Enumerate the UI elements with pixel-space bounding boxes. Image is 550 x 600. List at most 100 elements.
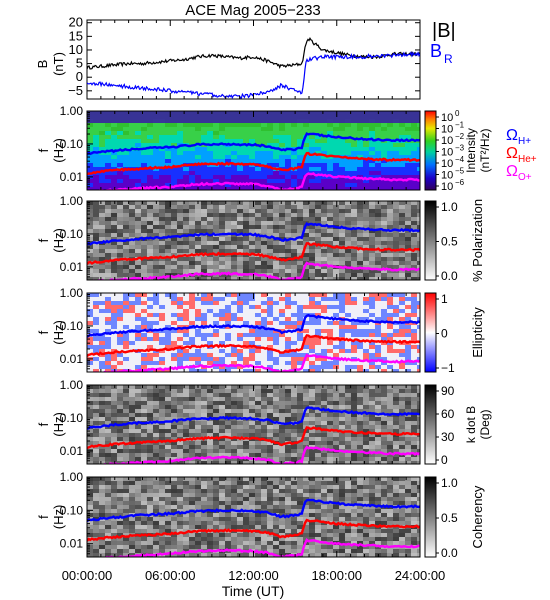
- legend-omega-sub-he: He+: [518, 154, 537, 165]
- colorbar-tick-label: 30: [441, 430, 455, 444]
- colorbar-tick-label: 0: [441, 453, 448, 467]
- gyrofrequency-line-he: [87, 334, 420, 358]
- freq-tick-label: 1.00: [60, 194, 84, 208]
- x-tick-label: 00:00:00: [62, 568, 113, 583]
- colorbar-tick-exponent: −5: [455, 167, 465, 176]
- freq-ylabel: f: [36, 422, 51, 426]
- colorbar-tick-label: 0.0: [441, 269, 458, 283]
- b-y-tick-label: 15: [69, 28, 83, 43]
- x-axis-label: Time (UT): [222, 583, 284, 599]
- colorbar-tick-exponent: −1: [455, 121, 465, 130]
- colorbar: [424, 384, 437, 465]
- freq-tick-label: 0.01: [60, 260, 84, 274]
- freq-ylabel-units: (Hz): [51, 138, 66, 163]
- freq-ylabel-units: (Hz): [51, 320, 66, 345]
- colorbar: [424, 292, 437, 373]
- gyrofrequency-line-he: [87, 242, 420, 265]
- colorbar: [424, 476, 437, 558]
- spectrogram-panel-2: 1.00 0.10 0.01 f (Hz) 1.0 0.5 0.0 % Polarization: [36, 194, 485, 283]
- freq-tick-label: 1.00: [60, 378, 84, 392]
- legend-b-total: |B|: [432, 20, 456, 42]
- freq-tick-label: 0.10: [60, 411, 84, 425]
- freq-tick-label: 0.01: [60, 170, 84, 184]
- gyrofrequency-line-h: [87, 222, 420, 246]
- colorbar-tick-label: 90: [441, 384, 455, 398]
- chart-title: ACE Mag 2005−233: [185, 2, 321, 19]
- colorbar-tick-label: 0: [441, 327, 448, 341]
- colorbar-tick-label: 0.5: [441, 511, 458, 525]
- colorbar-tick-label: 1: [441, 292, 448, 306]
- colorbar-label: Coherency: [470, 485, 485, 548]
- b-ylabel: B: [35, 60, 50, 69]
- gyrofrequency-line-he: [87, 426, 420, 450]
- legend-omega-sub-h: H+: [518, 136, 531, 147]
- colorbar-tick-label: 10: [441, 158, 453, 170]
- colorbar-tick-label: 1.0: [441, 476, 458, 490]
- colorbar-tick-exponent: −3: [455, 144, 465, 153]
- spectrogram-panel-4: 1.00 0.10 0.01 f (Hz) 90 60 30 0 k dot B (Deg): [36, 378, 492, 467]
- legend-b-r: B: [430, 41, 442, 61]
- colorbar-tick-label: 0.5: [441, 235, 458, 249]
- gyrofrequency-line-h: [87, 132, 420, 156]
- x-tick-label: 12:00:00: [228, 568, 279, 583]
- legend-omega-o: Ω: [506, 163, 518, 180]
- freq-ylabel-units: (Hz): [51, 228, 66, 253]
- b-y-tick-label: 5: [76, 56, 83, 71]
- colorbar-tick-label: 1.0: [441, 200, 458, 214]
- colorbar-tick-label: 10: [441, 181, 453, 193]
- colorbar-tick-label: 10: [441, 124, 453, 136]
- colorbar-tick-label: 10: [441, 147, 453, 159]
- colorbar-tick-label: 10: [441, 170, 453, 182]
- spectrogram-cells: [87, 385, 420, 464]
- b-y-tick-label: −5: [68, 83, 83, 98]
- colorbar-tick-label: −1: [441, 361, 455, 375]
- colorbar-label: k dot B: [464, 406, 478, 443]
- freq-tick-label: 0.01: [60, 444, 84, 458]
- colorbar-label-units: (Deg): [478, 409, 492, 439]
- freq-tick-label: 1.00: [60, 470, 84, 484]
- legend-omega-sub-o: O+: [518, 172, 532, 183]
- freq-ylabel: f: [36, 148, 51, 152]
- colorbar-tick-label: 10: [441, 112, 453, 124]
- freq-tick-label: 0.10: [60, 227, 84, 241]
- b-y-tick-label: 20: [69, 15, 83, 30]
- b-y-tick-label: 0: [76, 69, 83, 84]
- gyrofrequency-line-h: [87, 498, 420, 523]
- series-line-b-total: [87, 37, 420, 70]
- x-axis: 00:00:00 06:00:00 12:00:00 18:00:00 24:00:00: [62, 20, 445, 583]
- legend-b-r-sub: R: [444, 52, 453, 66]
- freq-ylabel-units: (Hz): [51, 412, 66, 437]
- b-ylabel-units: (nT): [51, 52, 66, 76]
- colorbar-tick-exponent: −4: [455, 155, 465, 164]
- legend-omega-he: Ω: [506, 145, 518, 162]
- colorbar: [424, 110, 437, 191]
- freq-ylabel: f: [36, 515, 51, 519]
- gyrofrequency-line-he: [87, 151, 420, 176]
- colorbar-tick-exponent: −6: [455, 178, 465, 187]
- freq-tick-label: 0.10: [60, 319, 84, 333]
- gyrofrequency-line-he: [87, 518, 420, 542]
- freq-tick-label: 0.10: [60, 137, 84, 151]
- freq-tick-label: 0.01: [60, 537, 84, 551]
- colorbar-label: Ellipticity: [470, 307, 485, 358]
- freq-tick-label: 1.00: [60, 286, 84, 300]
- freq-ylabel: f: [36, 238, 51, 242]
- freq-tick-label: 1.00: [60, 104, 84, 118]
- gyrofrequency-line-h: [87, 313, 420, 338]
- colorbar: [424, 200, 437, 281]
- freq-ylabel: f: [36, 330, 51, 334]
- gyrofrequency-line-h: [87, 406, 420, 430]
- x-tick-label: 06:00:00: [145, 568, 196, 583]
- colorbar-tick-label: 60: [441, 407, 455, 421]
- freq-tick-label: 0.01: [60, 352, 84, 366]
- colorbar-label: % Polarization: [470, 199, 485, 282]
- colorbar-tick-label: 0.0: [441, 546, 458, 560]
- colorbar-label: Intensity: [464, 128, 478, 173]
- freq-ylabel-units: (Hz): [51, 505, 66, 530]
- colorbar-tick-exponent: −2: [455, 132, 465, 141]
- spectrogram-panel-3: 1.00 0.10 0.01 f (Hz) 1 0 −1 Ellipticity: [36, 286, 485, 375]
